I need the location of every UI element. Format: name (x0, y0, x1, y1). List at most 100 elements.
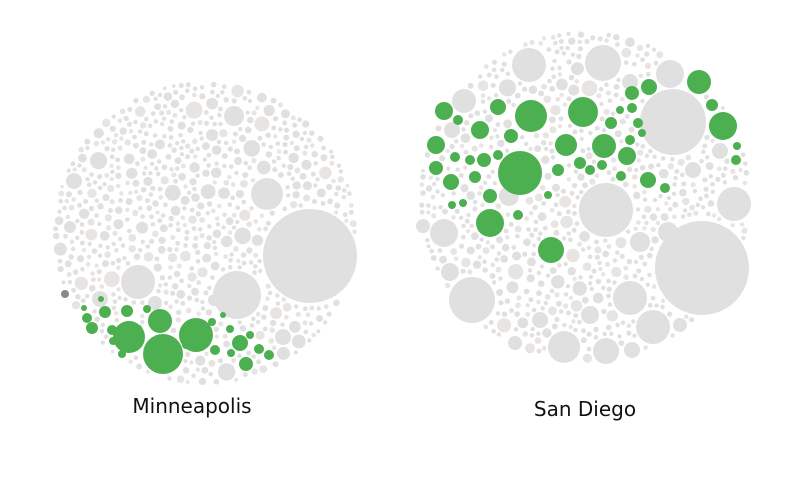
bubble (341, 194, 347, 200)
bubble (530, 326, 535, 332)
bubble (142, 171, 147, 176)
bubble (109, 163, 114, 169)
bubble (577, 31, 585, 38)
bubble (202, 169, 210, 177)
bubble (256, 92, 267, 103)
bubble (169, 167, 174, 172)
bubble (639, 276, 645, 282)
bubble (163, 92, 173, 101)
bubble (291, 334, 306, 349)
bubble (466, 246, 475, 255)
bubble (165, 109, 172, 115)
bubble (155, 139, 165, 150)
highlighted-bubble (552, 164, 564, 176)
bubble (701, 149, 706, 154)
bubble (174, 157, 182, 165)
bubble (721, 106, 725, 110)
bubble (147, 123, 153, 129)
bubble (705, 155, 710, 160)
bubble (720, 172, 727, 178)
bubble (529, 232, 535, 238)
bubble (501, 243, 510, 252)
bubble (426, 210, 431, 215)
bubble (281, 163, 286, 168)
bubble (178, 83, 184, 88)
bubble (724, 158, 730, 164)
bubble (100, 340, 105, 345)
bubble (89, 284, 96, 292)
bubble (105, 225, 112, 231)
bubble (133, 119, 138, 125)
bubble (522, 331, 529, 337)
bubble (221, 235, 233, 248)
bubble (197, 267, 208, 278)
bubble (227, 146, 233, 152)
bubble (722, 180, 727, 185)
bubble (488, 144, 494, 150)
highlighted-bubble (465, 155, 475, 165)
bubble (180, 300, 186, 306)
bubble (97, 221, 102, 227)
bubble (167, 376, 172, 381)
bubble (214, 161, 219, 166)
bubble (450, 248, 458, 256)
bubble (646, 252, 653, 259)
bubble (103, 334, 109, 340)
bubble (110, 261, 116, 266)
bubble (139, 147, 147, 155)
bubble (536, 270, 542, 275)
bubble (420, 174, 426, 180)
bubble (645, 43, 650, 48)
bubble (458, 215, 464, 220)
bubble (284, 127, 290, 133)
bubble (97, 253, 103, 258)
bubble (210, 275, 215, 280)
bubble (498, 79, 517, 97)
highlighted-bubble (476, 209, 504, 237)
bubble (572, 203, 577, 209)
bubble (299, 136, 305, 142)
bubble (205, 210, 210, 216)
bubble (673, 318, 687, 332)
bubble (153, 263, 162, 272)
bubble (640, 57, 645, 63)
highlighted-bubble (220, 312, 226, 318)
bubble (577, 241, 582, 247)
bubble (587, 281, 593, 286)
bubble (310, 171, 316, 177)
bubble (241, 260, 247, 266)
bubble (342, 212, 348, 218)
bubble (732, 174, 739, 181)
bubble (149, 238, 155, 244)
bubble (504, 298, 511, 304)
bubble (419, 209, 425, 215)
bubble (137, 248, 143, 253)
bubble (559, 195, 571, 208)
bubble (140, 186, 147, 193)
highlighted-bubble (597, 160, 607, 170)
bubble (477, 191, 482, 196)
bubble (712, 143, 728, 159)
bubble (64, 260, 72, 268)
bubble (320, 201, 326, 206)
bubble (308, 321, 314, 326)
bubble (187, 126, 194, 134)
bubble (97, 185, 103, 191)
bubble (128, 190, 133, 195)
highlighted-bubble (81, 305, 87, 311)
bubble (655, 220, 661, 226)
highlighted-bubble (143, 334, 183, 374)
bubble (277, 172, 284, 178)
bubble (542, 328, 552, 338)
bubble (557, 263, 562, 268)
bubble (466, 212, 471, 218)
bubble (229, 252, 234, 257)
bubble (459, 243, 465, 249)
bubble (199, 233, 205, 239)
bubble (482, 247, 490, 254)
bubble (500, 67, 505, 73)
bubble (192, 186, 197, 192)
bubble (560, 215, 573, 229)
bubble (490, 82, 496, 88)
bubble (531, 251, 536, 257)
